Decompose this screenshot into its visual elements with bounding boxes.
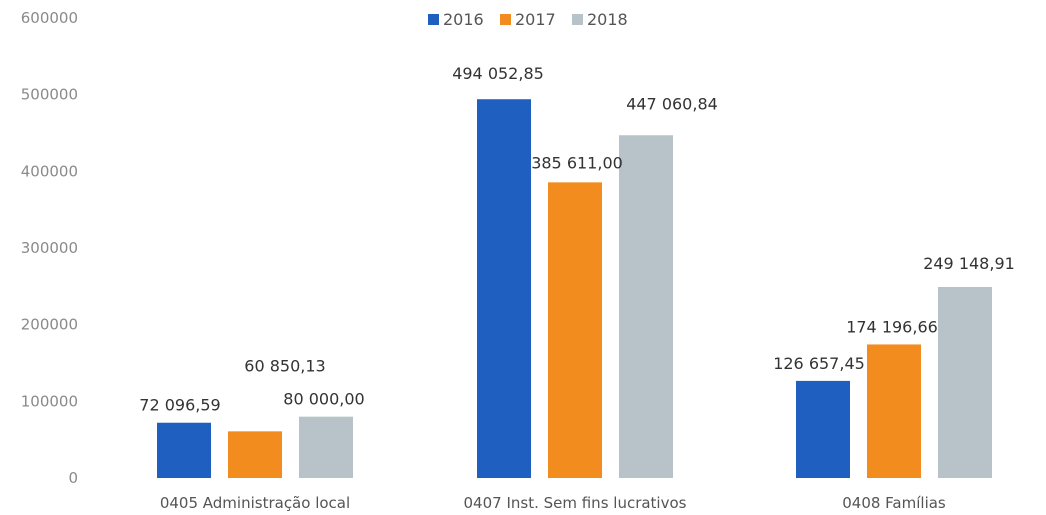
y-tick-label: 200000	[21, 316, 78, 334]
legend-label-2017: 2017	[515, 10, 556, 29]
y-tick-label: 300000	[21, 239, 78, 257]
data-label: 80 000,00	[283, 390, 364, 409]
category-label: 0408 Famílias	[842, 494, 946, 512]
bar-series-group	[157, 99, 992, 479]
bar-2018-2	[938, 286, 992, 478]
data-labels: 72 096,59 60 850,13 80 000,00 494 052,85 385…	[139, 64, 1015, 414]
bar-2018-0	[299, 416, 353, 478]
y-axis: 0 100000 200000 300000 400000 500000 600000	[21, 9, 78, 487]
data-label: 385 611,00	[531, 153, 623, 172]
y-tick-label: 500000	[21, 86, 78, 104]
bar-2017-1	[548, 182, 602, 478]
data-label: 60 850,13	[244, 356, 325, 375]
legend: 2016 2017 2018	[428, 10, 628, 29]
data-label: 249 148,91	[923, 254, 1015, 273]
data-label: 447 060,84	[626, 94, 718, 113]
legend-label-2016: 2016	[443, 10, 484, 29]
bar-2016-0	[157, 422, 211, 478]
y-tick-label: 0	[68, 469, 78, 487]
category-label: 0405 Administração local	[160, 494, 350, 512]
legend-label-2018: 2018	[587, 10, 628, 29]
bar-2016-2	[796, 380, 850, 478]
legend-swatch-2017	[500, 14, 511, 25]
bar-2016-1	[477, 99, 531, 479]
y-tick-label: 400000	[21, 162, 78, 180]
category-label: 0407 Inst. Sem fins lucrativos	[464, 494, 687, 512]
data-label: 72 096,59	[139, 396, 220, 415]
bar-2017-2	[867, 344, 921, 478]
bar-2018-1	[619, 135, 673, 478]
legend-swatch-2016	[428, 14, 439, 25]
y-tick-label: 600000	[21, 9, 78, 27]
y-tick-label: 100000	[21, 392, 78, 410]
x-axis: 0405 Administração local 0407 Inst. Sem f…	[160, 494, 946, 512]
data-label: 126 657,45	[773, 354, 865, 373]
data-label: 174 196,66	[846, 317, 938, 336]
data-label: 494 052,85	[452, 64, 544, 83]
bar-2017-0	[228, 431, 282, 478]
legend-swatch-2018	[572, 14, 583, 25]
